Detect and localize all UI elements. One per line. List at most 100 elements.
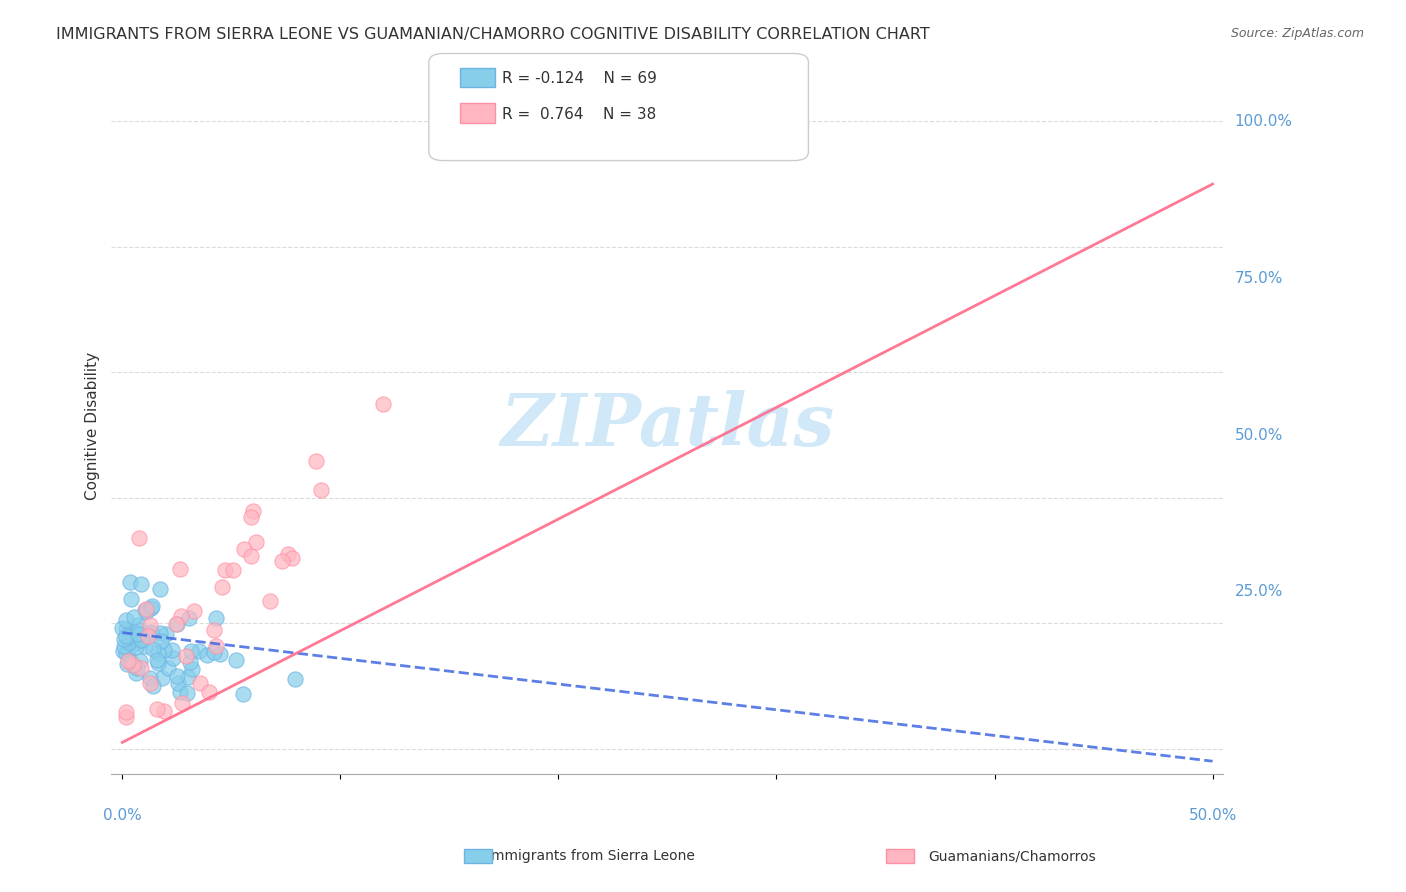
Point bbox=[222, 564, 245, 578]
Point bbox=[125, 661, 148, 675]
Point bbox=[118, 630, 141, 644]
Point bbox=[136, 628, 159, 642]
Point bbox=[125, 666, 148, 681]
Point bbox=[114, 629, 136, 643]
Point bbox=[153, 704, 176, 718]
Point bbox=[128, 532, 150, 546]
Point bbox=[148, 582, 170, 596]
Point bbox=[142, 642, 165, 657]
Point bbox=[183, 604, 205, 618]
Point bbox=[134, 602, 156, 616]
Point bbox=[309, 483, 332, 497]
Point bbox=[146, 653, 169, 667]
Point bbox=[284, 672, 307, 686]
Point bbox=[146, 656, 169, 670]
Point bbox=[125, 636, 148, 650]
Point bbox=[187, 644, 209, 658]
Y-axis label: Cognitive Disability: Cognitive Disability bbox=[86, 351, 100, 500]
Point bbox=[131, 632, 153, 647]
Point bbox=[149, 633, 172, 648]
Point bbox=[138, 626, 160, 640]
Point bbox=[166, 668, 188, 682]
Point bbox=[281, 551, 304, 566]
Point bbox=[127, 627, 149, 641]
Point bbox=[177, 669, 200, 683]
Point bbox=[115, 646, 138, 660]
Point bbox=[128, 654, 150, 668]
Point bbox=[122, 658, 145, 673]
Point bbox=[170, 609, 193, 624]
Point bbox=[150, 671, 173, 685]
Point bbox=[114, 710, 136, 724]
Text: Immigrants from Sierra Leone: Immigrants from Sierra Leone bbox=[486, 849, 695, 863]
Point bbox=[135, 602, 157, 616]
Point bbox=[205, 611, 228, 625]
Text: IMMIGRANTS FROM SIERRA LEONE VS GUAMANIAN/CHAMORRO COGNITIVE DISABILITY CORRELAT: IMMIGRANTS FROM SIERRA LEONE VS GUAMANIA… bbox=[56, 27, 929, 42]
Point bbox=[180, 662, 202, 676]
Point bbox=[202, 645, 225, 659]
Point bbox=[232, 687, 254, 701]
Point bbox=[169, 685, 191, 699]
Point bbox=[188, 676, 211, 690]
Point bbox=[128, 623, 150, 637]
Point bbox=[115, 613, 138, 627]
Point bbox=[162, 650, 184, 665]
Point bbox=[141, 599, 163, 613]
Point bbox=[146, 702, 169, 716]
Point bbox=[142, 679, 165, 693]
Point bbox=[211, 580, 233, 594]
Point bbox=[214, 563, 236, 577]
Point bbox=[176, 686, 198, 700]
Point bbox=[232, 542, 254, 557]
Point bbox=[240, 549, 263, 563]
Point bbox=[112, 639, 135, 653]
Point bbox=[172, 696, 194, 710]
Point bbox=[139, 671, 162, 685]
Point bbox=[148, 646, 170, 660]
Text: 75.0%: 75.0% bbox=[1234, 270, 1282, 285]
Point bbox=[174, 649, 197, 664]
Point bbox=[179, 656, 201, 670]
Text: Guamanians/Chamorros: Guamanians/Chamorros bbox=[928, 849, 1097, 863]
Point bbox=[156, 661, 179, 675]
Point bbox=[135, 605, 157, 619]
Point bbox=[167, 676, 190, 690]
Text: 0.0%: 0.0% bbox=[103, 808, 142, 823]
Point bbox=[195, 648, 218, 662]
Point bbox=[225, 653, 247, 667]
Point bbox=[165, 617, 187, 632]
Point bbox=[122, 610, 145, 624]
Point bbox=[179, 611, 201, 625]
Point bbox=[180, 643, 202, 657]
Point bbox=[121, 624, 143, 639]
Point bbox=[117, 654, 139, 668]
Text: R = -0.124    N = 69: R = -0.124 N = 69 bbox=[502, 71, 657, 86]
Point bbox=[169, 562, 191, 576]
Point bbox=[160, 643, 183, 657]
Point bbox=[139, 618, 162, 632]
Text: R =  0.764    N = 38: R = 0.764 N = 38 bbox=[502, 107, 657, 121]
Text: 100.0%: 100.0% bbox=[1234, 114, 1292, 128]
Point bbox=[270, 554, 292, 568]
Point bbox=[127, 618, 149, 632]
Point bbox=[141, 624, 163, 639]
Point bbox=[118, 635, 141, 649]
Point bbox=[591, 114, 613, 128]
Text: 50.0%: 50.0% bbox=[1234, 427, 1282, 442]
Point bbox=[125, 640, 148, 654]
Point bbox=[115, 622, 138, 636]
Point bbox=[112, 644, 135, 658]
Point bbox=[117, 644, 139, 658]
Point bbox=[259, 594, 281, 608]
Point bbox=[166, 616, 188, 631]
Point bbox=[152, 643, 174, 657]
Point bbox=[118, 575, 141, 590]
Point bbox=[131, 632, 153, 646]
Text: 25.0%: 25.0% bbox=[1234, 584, 1282, 599]
Point bbox=[373, 397, 395, 411]
Point bbox=[129, 576, 152, 591]
Point bbox=[138, 676, 160, 690]
Point bbox=[114, 705, 136, 719]
Point bbox=[139, 601, 162, 615]
Point bbox=[112, 632, 135, 647]
